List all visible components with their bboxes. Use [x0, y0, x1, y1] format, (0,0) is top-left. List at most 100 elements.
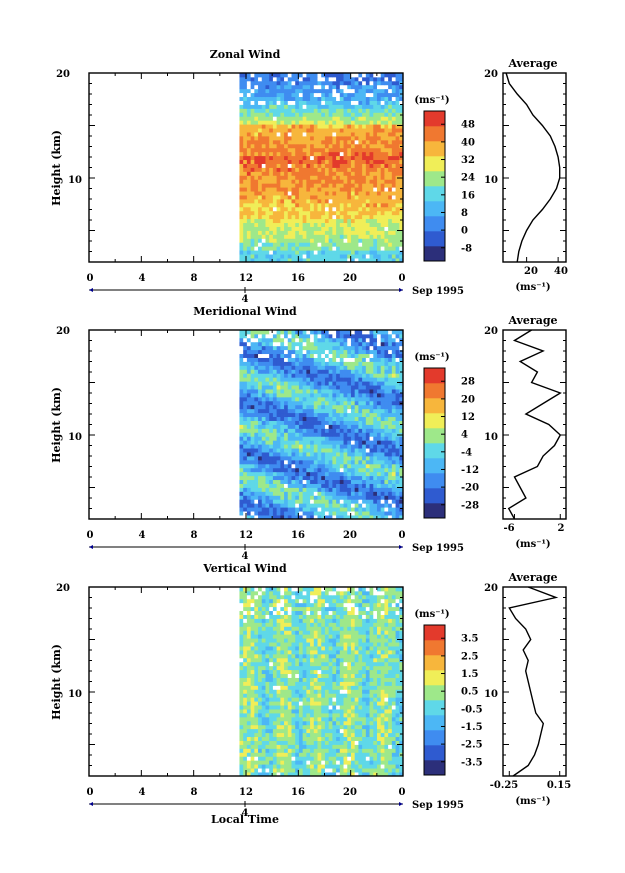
heatmap-cell: [261, 412, 266, 418]
heatmap-cell: [399, 475, 404, 481]
heatmap-cell: [369, 772, 374, 777]
heatmap-cell: [350, 171, 356, 176]
heatmap-cell: [336, 420, 341, 425]
heatmap-cell: [272, 254, 278, 259]
heatmap-cell: [399, 230, 404, 235]
heatmap-cell: [254, 748, 259, 753]
heatmap-cell: [336, 459, 341, 465]
heatmap-cell: [354, 471, 359, 477]
heatmap-cell: [243, 155, 248, 161]
heatmap-cell: [362, 104, 367, 109]
heatmap-cell: [284, 408, 289, 414]
heatmap-cell: [332, 740, 337, 745]
heatmap-cell: [254, 136, 259, 141]
heatmap-cell: [332, 756, 337, 761]
heatmap-cell: [306, 202, 311, 208]
heatmap-cell: [302, 357, 307, 362]
heatmap-cell: [250, 736, 255, 741]
heatmap-cell: [243, 408, 248, 414]
heatmap-cell: [384, 226, 389, 231]
heatmap-cell: [269, 246, 274, 251]
heatmap-cell: [332, 436, 337, 441]
heatmap-cell: [258, 416, 263, 421]
heatmap-cell: [339, 100, 344, 105]
heatmap-cell: [246, 740, 252, 745]
heatmap-cell: [347, 202, 352, 208]
heatmap-cell: [280, 428, 285, 433]
heatmap-cell: [284, 736, 289, 741]
heatmap-cell: [388, 436, 393, 441]
heatmap-cell: [306, 452, 311, 457]
heatmap-cell: [239, 167, 244, 172]
heatmap-cell: [384, 515, 389, 520]
heatmap-cell: [291, 120, 296, 125]
heatmap-cell: [343, 124, 348, 129]
heatmap-cell: [399, 183, 404, 188]
heatmap-cell: [373, 452, 378, 457]
heatmap-cell: [332, 495, 337, 500]
heatmap-cell: [328, 234, 333, 239]
heatmap-cell: [388, 132, 393, 137]
heatmap-cell: [284, 226, 289, 231]
heatmap-cell: [384, 432, 389, 437]
heatmap-cell: [295, 744, 300, 749]
heatmap-cell: [399, 515, 404, 520]
heatmap-cell: [272, 752, 278, 757]
heatmap-cell: [280, 377, 285, 382]
heatmap-cell: [376, 112, 382, 117]
heatmap-cell: [265, 108, 270, 113]
heatmap-cell: [317, 136, 322, 141]
heatmap-cell: [358, 246, 363, 251]
heatmap-cell: [239, 756, 244, 761]
heatmap-cell: [369, 491, 374, 496]
heatmap-cell: [369, 463, 374, 469]
heatmap-cell: [324, 210, 330, 216]
heatmap-cell: [250, 732, 255, 738]
heatmap-cell: [313, 400, 318, 406]
heatmap-cell: [339, 389, 344, 394]
heatmap-cell: [347, 238, 352, 243]
heatmap-cell: [317, 108, 322, 113]
heatmap-cell: [295, 353, 300, 358]
heatmap-cell: [239, 163, 244, 168]
heatmap-cell: [373, 159, 378, 164]
heatmap-cell: [254, 202, 259, 208]
heatmap-cell: [280, 195, 285, 200]
heatmap-cell: [276, 250, 281, 255]
heatmap-cell: [310, 345, 315, 351]
heatmap-cell: [269, 175, 274, 180]
heatmap-cell: [365, 459, 370, 465]
heatmap-cell: [395, 143, 400, 149]
heatmap-cell: [302, 456, 307, 461]
colorbar-tick-label: 8: [461, 208, 468, 219]
heatmap-cell: [350, 238, 356, 243]
heatmap-cell: [373, 471, 378, 477]
heatmap-cell: [391, 361, 396, 366]
heatmap-cell: [354, 92, 359, 98]
heatmap-cell: [298, 80, 304, 86]
heatmap-cell: [269, 349, 274, 355]
heatmap-cell: [310, 175, 315, 180]
heatmap-cell: [350, 199, 356, 204]
heatmap-cell: [369, 250, 374, 255]
heatmap-cell: [261, 503, 266, 508]
heatmap-cell: [295, 214, 300, 220]
heatmap-cell: [261, 76, 266, 82]
heatmap-cell: [261, 132, 266, 137]
heatmap-cell: [332, 73, 337, 78]
heatmap-cell: [395, 463, 400, 469]
heatmap-cell: [395, 491, 400, 496]
heatmap-cell: [317, 353, 322, 358]
heatmap-cell: [298, 202, 304, 208]
heatmap-cell: [269, 404, 274, 410]
heatmap-cell: [284, 377, 289, 382]
heatmap-cell: [391, 479, 396, 484]
heatmap-cell: [254, 471, 259, 477]
heatmap-cell: [328, 96, 333, 101]
heatmap-cell: [328, 108, 333, 113]
heatmap-cell: [250, 396, 255, 402]
heatmap-cell: [261, 246, 266, 251]
heatmap-cell: [350, 132, 356, 137]
heatmap-cell: [362, 744, 367, 749]
heatmap-cell: [350, 120, 356, 125]
